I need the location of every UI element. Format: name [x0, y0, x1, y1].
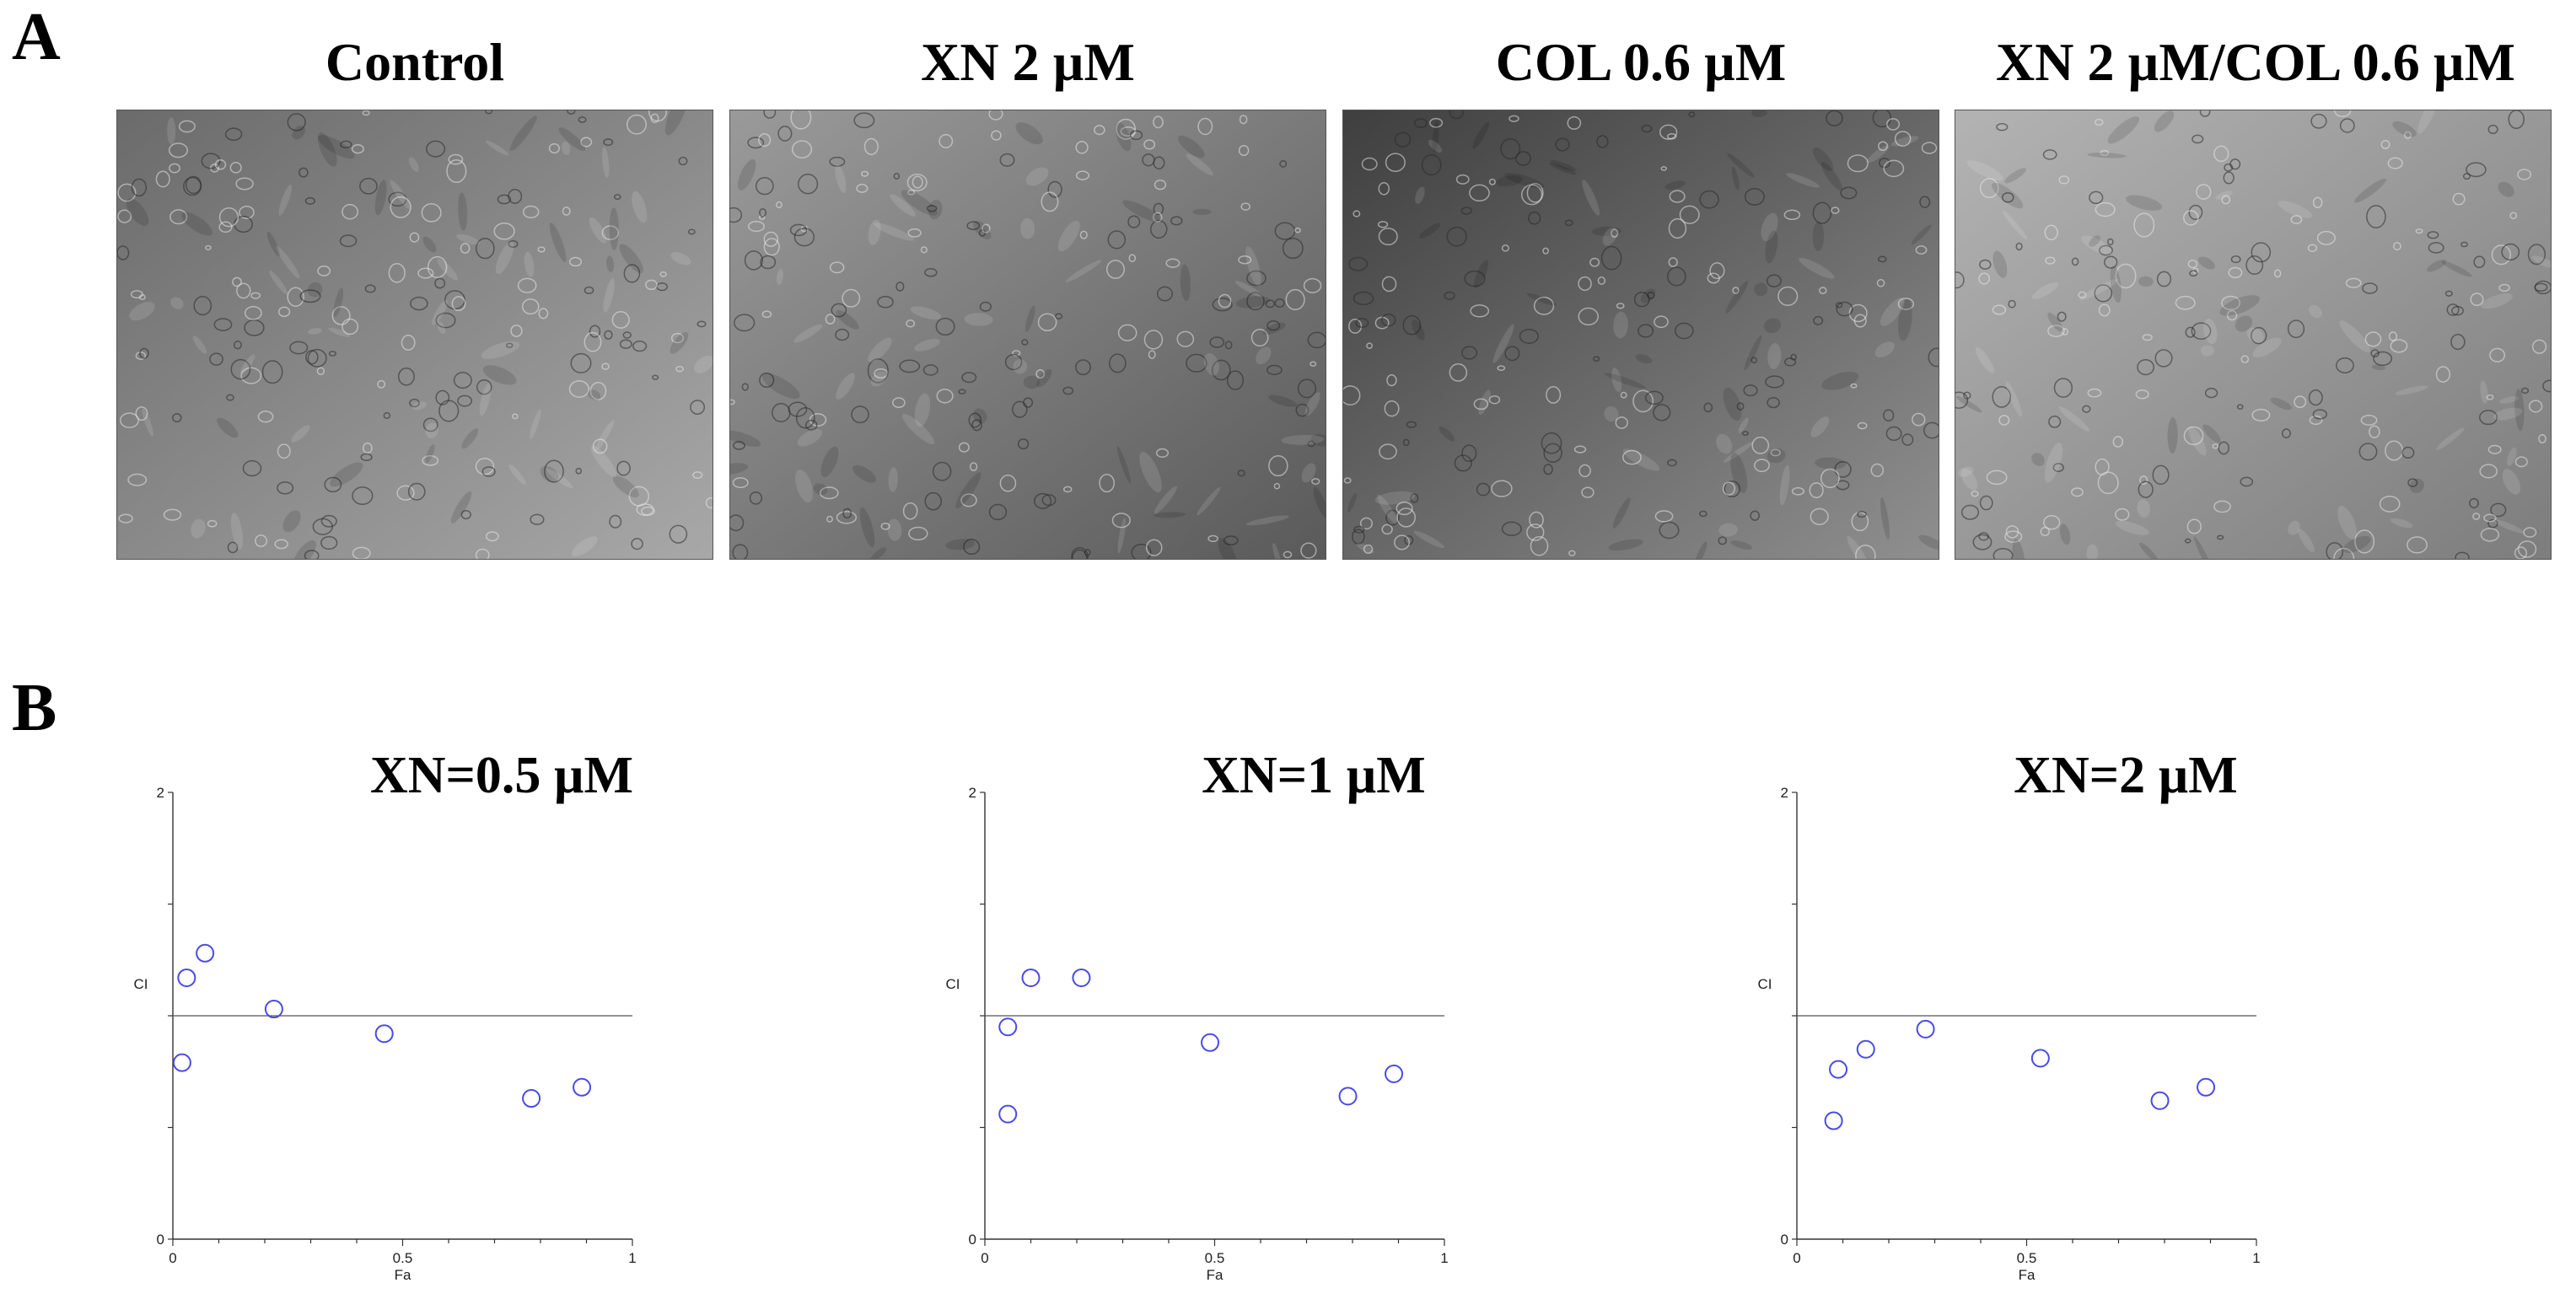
- data-point-2: [196, 943, 215, 963]
- data-point-6: [522, 1089, 541, 1108]
- panel-label-b: B: [12, 671, 57, 745]
- x-tick-label: 0.5: [1205, 1250, 1225, 1266]
- panel-label-a: A: [12, 0, 61, 74]
- y-axis-label: CI: [1758, 976, 1772, 992]
- data-point-4: [1072, 968, 1091, 987]
- x-tick-label: 1: [628, 1250, 636, 1266]
- micrograph-background: [1343, 110, 1939, 559]
- ci-plot-svg-xn-2: 0 0.5 1 0 2 Fa CI XN=2 µM: [1758, 747, 2261, 1283]
- y-axis-label: CI: [134, 976, 148, 992]
- data-point-5: [1201, 1033, 1220, 1052]
- chart-title: XN=2 µM: [2014, 747, 2238, 804]
- cell-texture: [117, 110, 713, 559]
- ci-plot-svg-xn-1: 0 0.5 1 0 2 Fa CI XN=1 µM: [946, 747, 1449, 1283]
- micrograph-control: [116, 110, 713, 560]
- micrograph-background: [1955, 110, 2551, 559]
- x-tick-label: 0: [1793, 1250, 1800, 1266]
- y-tick-label: 0: [157, 1232, 164, 1248]
- x-tick-label: 0: [169, 1250, 176, 1266]
- data-point-5: [374, 1024, 394, 1044]
- data-point-3: [172, 1053, 191, 1072]
- image-title-xn: XN 2 µM: [921, 32, 1135, 92]
- micrograph-combo: [1955, 110, 2552, 560]
- image-title-combo: XN 2 µM/COL 0.6 µM: [1996, 32, 2515, 92]
- chart-title: XN=0.5 µM: [370, 747, 633, 804]
- x-tick-label: 0: [981, 1250, 988, 1266]
- x-axis-label: Fa: [2019, 1267, 2036, 1283]
- data-point-6: [1338, 1087, 1358, 1106]
- ci-plot-xn-1: 0 0.5 1 0 2 Fa CI XN=1 µM: [930, 733, 1470, 1290]
- cell-texture: [730, 110, 1326, 559]
- cell-texture: [1955, 110, 2551, 559]
- data-point-2: [998, 1104, 1018, 1124]
- x-tick-label: 1: [2252, 1250, 2260, 1266]
- data-point-7: [2197, 1077, 2216, 1097]
- y-tick-label: 0: [1781, 1232, 1788, 1248]
- micrograph-xn: [729, 110, 1326, 560]
- x-tick-label: 0.5: [393, 1250, 413, 1266]
- data-point-2: [1829, 1060, 1848, 1079]
- y-tick-label: 2: [969, 785, 976, 801]
- micrograph-col: [1342, 110, 1939, 560]
- y-tick-label: 0: [969, 1232, 976, 1248]
- ci-plot-svg-xn-0-5: 0 0.5 1 0 2 Fa CI XN=0.5 µM: [134, 747, 637, 1283]
- y-axis-label: CI: [946, 976, 960, 992]
- x-axis-label: Fa: [395, 1267, 411, 1283]
- micrograph-background: [730, 110, 1326, 559]
- image-title-control: Control: [325, 32, 505, 92]
- data-point-6: [2150, 1091, 2170, 1110]
- data-point-1: [998, 1017, 1018, 1037]
- cell-texture: [1343, 110, 1939, 559]
- data-point-5: [2030, 1049, 2050, 1068]
- y-tick-label: 2: [1781, 785, 1788, 801]
- x-axis-label: Fa: [1207, 1267, 1223, 1283]
- data-point-7: [573, 1077, 592, 1097]
- x-tick-label: 0.5: [2017, 1250, 2037, 1266]
- data-point-1: [177, 968, 196, 987]
- image-title-col: COL 0.6 µM: [1495, 32, 1787, 92]
- data-point-7: [1385, 1064, 1404, 1083]
- data-point-4: [264, 1000, 283, 1019]
- data-point-1: [1824, 1111, 1843, 1130]
- x-tick-label: 1: [1440, 1250, 1448, 1266]
- data-point-3: [1856, 1039, 1875, 1059]
- data-point-3: [1021, 968, 1041, 987]
- ci-plot-xn-0-5: 0 0.5 1 0 2 Fa CI XN=0.5 µM: [118, 733, 658, 1290]
- ci-plot-xn-2: 0 0.5 1 0 2 Fa CI XN=2 µM: [1742, 733, 2282, 1290]
- data-point-4: [1916, 1019, 1935, 1039]
- chart-title: XN=1 µM: [1202, 747, 1426, 804]
- y-tick-label: 2: [157, 785, 164, 801]
